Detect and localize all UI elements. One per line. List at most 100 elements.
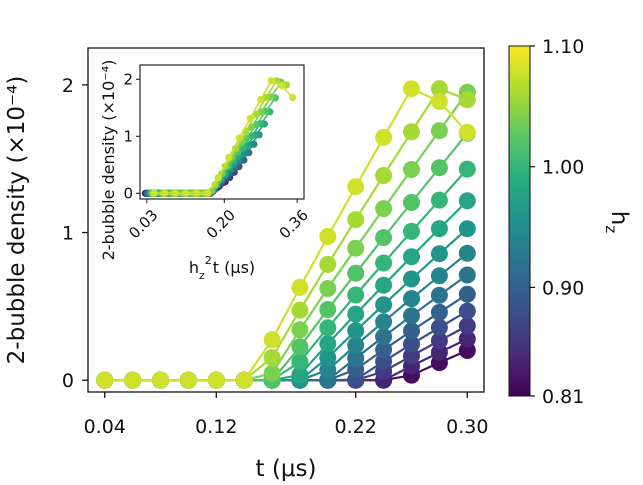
y-tick-label: 1 <box>62 223 74 245</box>
data-point <box>375 200 393 218</box>
data-point <box>124 371 142 389</box>
data-point <box>458 160 476 178</box>
data-point <box>430 80 448 98</box>
data-point <box>179 371 197 389</box>
data-point <box>347 211 365 229</box>
data-point <box>403 194 420 211</box>
data-point <box>347 336 365 354</box>
data-point <box>403 307 420 325</box>
data-point <box>403 222 420 240</box>
data-point <box>458 192 476 210</box>
colorbar-label-sub: z <box>602 225 620 233</box>
data-point <box>430 191 448 209</box>
colorbar-tick-label: 0.90 <box>542 277 584 299</box>
data-point <box>430 332 448 350</box>
data-point <box>458 302 476 320</box>
inset-data-point <box>172 189 180 197</box>
data-point <box>347 322 365 340</box>
data-point <box>375 229 393 247</box>
data-point <box>403 80 420 98</box>
data-point <box>375 276 393 294</box>
data-point <box>235 371 253 389</box>
x-tick-label: 0.12 <box>195 416 237 438</box>
inset-x-label-rest: t (μs) <box>213 258 255 277</box>
colorbar-tick-label: 1.00 <box>542 157 584 179</box>
data-point <box>319 280 337 297</box>
data-point <box>319 301 337 318</box>
data-point <box>291 353 309 371</box>
inset-data-point <box>278 82 286 90</box>
inset-x-label-base: h <box>189 258 199 277</box>
data-point <box>319 335 337 353</box>
inset-data-point <box>193 189 201 197</box>
data-point <box>291 338 309 356</box>
data-point <box>430 92 448 110</box>
data-point <box>319 349 337 367</box>
x-tick-label: 0.30 <box>446 416 488 438</box>
inset-data-point <box>211 181 219 189</box>
data-point <box>96 371 114 389</box>
x-tick-label: 0.22 <box>335 416 377 438</box>
inset-plot: 0.03 0.20 0.36 012 hz2t (μs) 2-bubble dens… <box>99 60 312 282</box>
inset-y-ticks: 0 1 2 <box>123 70 140 202</box>
inset-data-point <box>257 95 265 104</box>
inset-data-point <box>235 134 243 142</box>
inset-y-axis-label: 2-bubble density (×10⁻⁴) <box>99 60 118 261</box>
main-series-13 <box>96 80 476 389</box>
data-point <box>263 364 281 382</box>
y-tick-label: 2 <box>62 75 74 97</box>
inset-data-point <box>267 77 275 85</box>
data-point <box>403 322 420 340</box>
data-point <box>375 254 393 272</box>
x-tick-label: 0.04 <box>84 416 126 438</box>
inset-data-point <box>150 189 158 197</box>
inset-data-point <box>262 93 270 101</box>
data-point <box>403 270 420 288</box>
data-point <box>403 161 420 178</box>
data-point <box>375 313 393 331</box>
y-tick-label: 0 <box>62 370 74 392</box>
main-y-ticks: 0 1 2 <box>62 75 88 392</box>
data-point <box>430 220 448 238</box>
inset-data-point <box>246 114 254 123</box>
data-point <box>458 285 476 303</box>
data-point <box>319 319 337 337</box>
inset-data-point <box>161 189 169 197</box>
data-point <box>403 123 420 141</box>
data-point <box>430 245 448 263</box>
data-point <box>430 122 448 140</box>
main-series-group <box>96 80 476 389</box>
colorbar: 0.81 0.90 1.00 1.10 hz <box>508 36 632 408</box>
colorbar-ticks: 0.81 0.90 1.00 1.10 <box>530 36 584 408</box>
colorbar-tick-label: 1.10 <box>542 36 584 58</box>
data-point <box>458 244 476 262</box>
data-point <box>375 341 393 359</box>
data-point <box>430 267 448 285</box>
inset-x-label-sup: 2 <box>205 254 212 267</box>
main-y-axis-label: 2-bubble density (×10⁻⁴) <box>4 76 30 365</box>
data-point <box>458 91 476 109</box>
data-point <box>291 301 309 319</box>
inset-y-tick-label: 0 <box>123 184 133 202</box>
data-point <box>319 228 337 245</box>
inset-data-point <box>182 189 190 197</box>
data-point <box>291 366 309 384</box>
data-point <box>458 220 476 238</box>
data-point <box>291 321 309 339</box>
data-point <box>430 303 448 321</box>
main-x-ticks: 0.04 0.12 0.22 0.30 <box>84 392 488 438</box>
data-point <box>347 178 365 196</box>
inset-x-label-sub: z <box>199 269 205 282</box>
colorbar-label: hz <box>602 211 632 234</box>
data-point <box>347 349 365 367</box>
data-point <box>458 317 476 335</box>
inset-data-point <box>289 94 297 102</box>
data-point <box>263 331 281 349</box>
data-point <box>152 371 169 389</box>
data-point <box>375 296 393 314</box>
data-point <box>375 128 393 146</box>
data-point <box>403 290 420 308</box>
data-point <box>347 286 365 304</box>
data-point <box>375 328 393 346</box>
